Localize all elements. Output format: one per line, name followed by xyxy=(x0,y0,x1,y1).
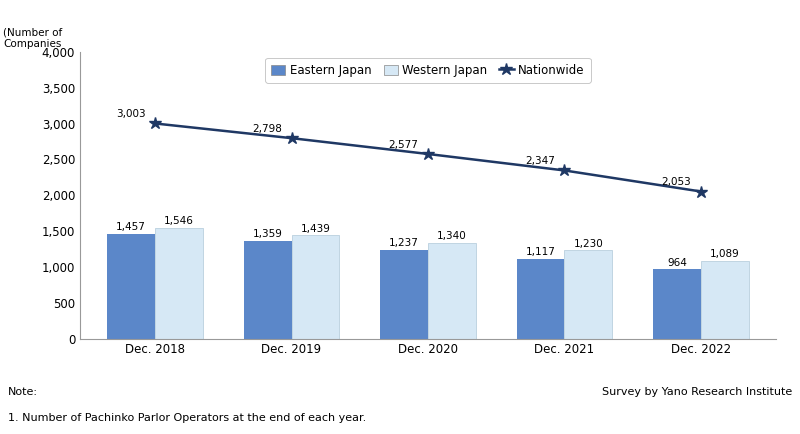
Legend: Eastern Japan, Western Japan, Nationwide: Eastern Japan, Western Japan, Nationwide xyxy=(266,58,590,83)
Bar xyxy=(565,250,612,339)
Bar xyxy=(380,250,428,339)
Text: Survey by Yano Research Institute: Survey by Yano Research Institute xyxy=(602,387,792,397)
Text: 1,117: 1,117 xyxy=(526,247,555,257)
Text: 1,439: 1,439 xyxy=(301,224,330,233)
Bar xyxy=(155,228,203,339)
Bar xyxy=(428,243,476,339)
Text: 2,347: 2,347 xyxy=(525,156,555,166)
Bar xyxy=(653,270,701,339)
Text: 2,798: 2,798 xyxy=(252,124,282,134)
Text: 1,340: 1,340 xyxy=(437,231,466,241)
Bar xyxy=(701,260,749,339)
Bar xyxy=(244,241,291,339)
Text: Note:: Note: xyxy=(8,387,38,397)
Text: 3,003: 3,003 xyxy=(116,109,146,119)
Text: 1,089: 1,089 xyxy=(710,249,740,259)
Bar xyxy=(107,234,155,339)
Text: 1,359: 1,359 xyxy=(253,230,282,240)
Text: 1,546: 1,546 xyxy=(164,216,194,226)
Text: (Number of
Companies: (Number of Companies xyxy=(3,28,62,49)
Text: 1,230: 1,230 xyxy=(574,239,603,249)
Bar xyxy=(291,236,339,339)
Text: 1,457: 1,457 xyxy=(116,222,146,232)
Text: 1,237: 1,237 xyxy=(389,238,419,248)
Bar xyxy=(517,259,565,339)
Text: 1. Number of Pachinko Parlor Operators at the end of each year.: 1. Number of Pachinko Parlor Operators a… xyxy=(8,413,366,423)
Text: 2,053: 2,053 xyxy=(662,177,691,187)
Text: 2,577: 2,577 xyxy=(389,140,418,150)
Text: 964: 964 xyxy=(667,258,687,268)
